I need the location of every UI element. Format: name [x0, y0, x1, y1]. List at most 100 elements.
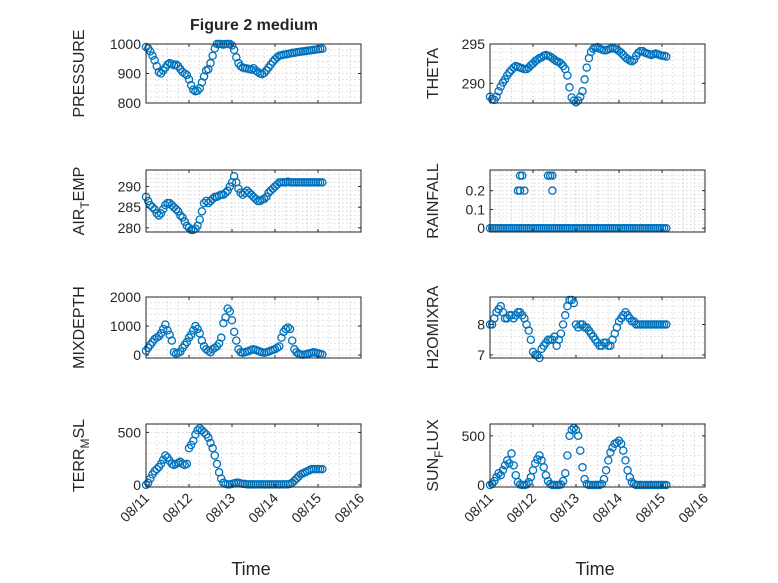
data-point	[163, 326, 172, 335]
axes-box	[145, 169, 362, 233]
data-point	[161, 200, 170, 210]
y-tick-label: 0	[477, 220, 485, 236]
data-point	[520, 186, 529, 195]
data-point	[275, 342, 284, 351]
data-point	[597, 479, 607, 489]
data-point	[227, 41, 237, 50]
axes-box	[145, 296, 362, 359]
series-markers	[485, 295, 671, 363]
data-point	[515, 186, 525, 195]
data-point	[210, 44, 220, 53]
data-point	[292, 474, 301, 483]
y-tick-label: 295	[462, 36, 486, 52]
data-point	[259, 68, 269, 78]
data-point	[158, 205, 168, 214]
data-point	[178, 213, 187, 222]
data-point	[548, 171, 557, 180]
subplot-3: 280 285 290 AIRTEMP	[71, 167, 362, 236]
data-point	[171, 60, 181, 69]
data-point	[524, 477, 533, 487]
series-markers	[141, 304, 327, 360]
data-point	[227, 315, 237, 325]
x-tick-label: 08/13	[202, 490, 238, 526]
data-point	[539, 463, 549, 472]
data-point	[216, 474, 226, 483]
data-point	[146, 474, 155, 483]
y-axis-label-subscript: M	[78, 439, 92, 449]
data-point	[580, 75, 589, 84]
y-tick-label: 1000	[110, 318, 141, 334]
y-tick-label: 800	[118, 95, 142, 111]
data-point	[146, 47, 155, 56]
data-point	[225, 182, 235, 191]
data-point	[277, 333, 286, 342]
data-point	[204, 433, 213, 442]
data-point	[550, 55, 559, 64]
x-axis-label-right: Time	[575, 559, 614, 579]
y-axis-label-rest: EMP	[71, 167, 88, 202]
data-point	[621, 456, 630, 465]
data-point	[569, 298, 579, 308]
data-point	[561, 311, 570, 320]
y-tick-label: 500	[118, 424, 142, 440]
data-point	[494, 86, 503, 96]
data-point	[173, 207, 183, 216]
y-axis-label: H2OMIXRA	[425, 285, 442, 369]
data-point	[193, 86, 202, 95]
y-tick-label: 0.2	[466, 183, 486, 199]
data-point	[156, 459, 166, 469]
data-point	[318, 178, 327, 187]
data-point	[253, 67, 263, 77]
data-point	[262, 192, 271, 202]
y-tick-label: 0	[133, 477, 141, 493]
data-point	[201, 345, 211, 354]
x-tick-label: 08/11	[461, 490, 497, 526]
data-point	[533, 55, 542, 64]
data-point	[526, 335, 536, 344]
data-point	[318, 464, 327, 474]
data-point	[182, 337, 192, 347]
data-point	[582, 63, 592, 72]
data-point	[619, 446, 628, 455]
data-point	[492, 92, 501, 101]
y-axis-label-subscript: T	[78, 201, 92, 209]
data-point	[576, 92, 585, 101]
y-tick-label: 290	[118, 179, 142, 195]
data-point	[223, 186, 232, 195]
y-tick-label: 280	[118, 220, 142, 236]
x-tick-label: 08/12	[503, 490, 539, 526]
data-point	[154, 211, 164, 220]
data-point	[165, 330, 174, 340]
data-point	[199, 428, 209, 437]
data-point	[191, 430, 200, 439]
y-axis-label-rest: SL	[71, 419, 88, 439]
y-axis-label-rest: LUX	[425, 419, 442, 450]
subplot-1: 800 900 1000 PRESSURE	[71, 29, 362, 118]
subplot-5: 0 1000 2000 MIXDEPTH	[71, 286, 362, 369]
data-point	[176, 211, 185, 220]
grid	[146, 424, 361, 487]
x-tick-label: 08/12	[159, 490, 195, 526]
data-point	[210, 343, 220, 353]
data-point	[571, 97, 581, 107]
data-point	[186, 440, 196, 450]
y-axis-label: PRESSURE	[71, 29, 88, 117]
plot-area	[490, 170, 705, 232]
data-point	[505, 68, 514, 77]
axes-box	[489, 423, 706, 488]
data-point	[219, 318, 228, 328]
data-point	[509, 461, 518, 470]
data-point	[578, 463, 587, 472]
data-point	[576, 446, 585, 455]
x-tick-label: 08/11	[117, 490, 153, 526]
data-point	[623, 54, 632, 64]
series-markers	[141, 171, 327, 235]
data-point	[143, 478, 153, 488]
data-point	[535, 451, 544, 460]
data-point	[515, 171, 525, 180]
data-point	[558, 476, 568, 486]
data-point	[161, 320, 170, 329]
data-point	[612, 438, 622, 447]
data-point	[604, 456, 613, 465]
y-axis-label-main: SUN	[425, 458, 442, 492]
